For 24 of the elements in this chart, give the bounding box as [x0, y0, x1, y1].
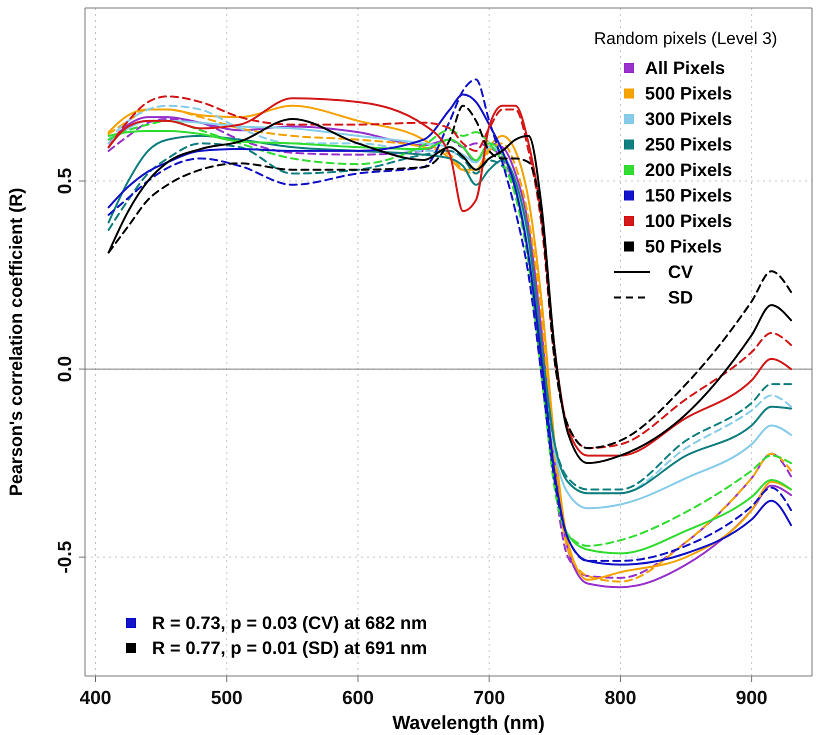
annotation: R = 0.77, p = 0.01 (SD) at 691 nm — [152, 638, 428, 658]
x-tick-label: 500 — [210, 688, 243, 709]
x-tick-label: 800 — [604, 688, 636, 709]
annotation: R = 0.73, p = 0.03 (CV) at 682 nm — [152, 613, 428, 633]
x-tick-label: 600 — [342, 688, 374, 709]
x-tick-label: 700 — [473, 688, 506, 709]
legend-label: 100 Pixels — [645, 211, 732, 231]
legend-label: 300 Pixels — [645, 109, 732, 129]
annotation: SD — [668, 288, 694, 308]
annotation: CV — [668, 262, 694, 282]
x-tick-label: 400 — [80, 688, 112, 709]
legend-label: All Pixels — [645, 58, 726, 78]
legend-label: 50 Pixels — [645, 236, 722, 256]
legend-label: 250 Pixels — [645, 134, 732, 154]
legend-label: 200 Pixels — [645, 160, 732, 180]
x-tick-label: 900 — [736, 688, 768, 709]
legend-label: 500 Pixels — [645, 84, 732, 104]
y-tick-label: 0.0 — [55, 356, 76, 382]
legend-label: 150 Pixels — [645, 186, 732, 206]
legend-title: Random pixels (Level 3) — [594, 29, 778, 48]
y-tick-label: -0.5 — [55, 540, 76, 574]
x-axis-title: Wavelength (nm) — [392, 713, 545, 734]
y-tick-label: 0.5 — [55, 167, 76, 194]
y-axis-title: Pearson's correlation coefficient (R) — [6, 188, 26, 496]
